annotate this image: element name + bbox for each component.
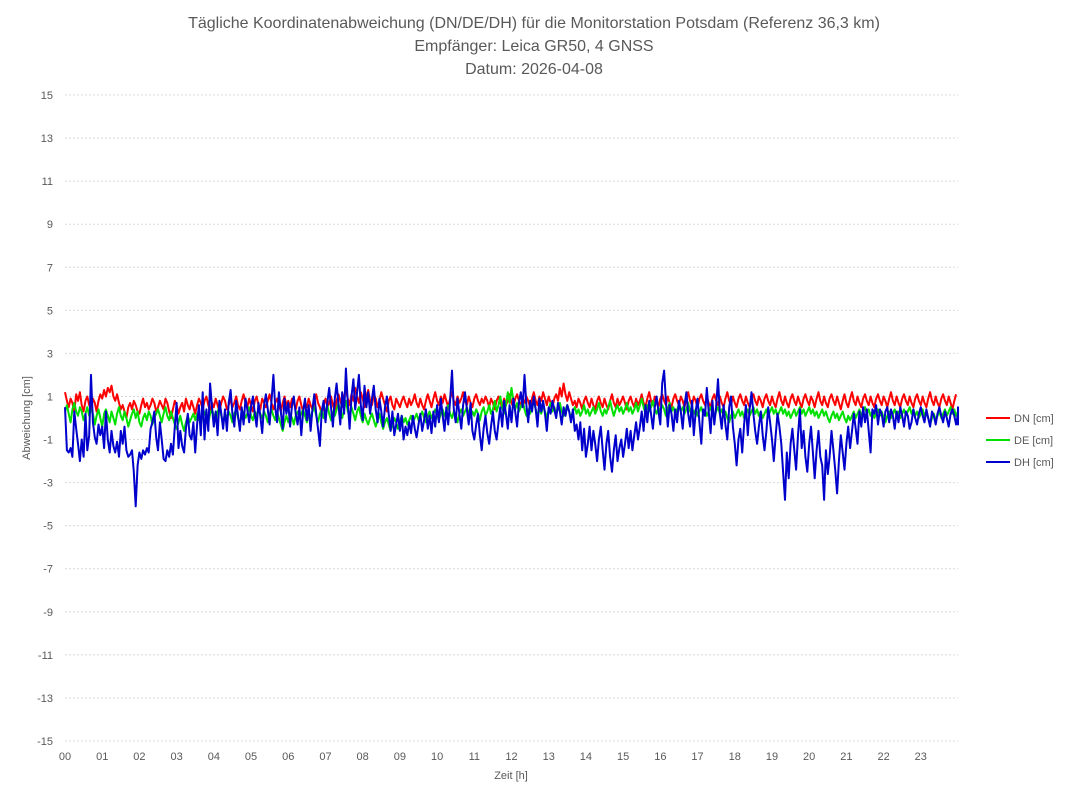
- y-tick-label: 5: [47, 305, 53, 317]
- x-tick-label: 04: [208, 751, 220, 763]
- series-lines: [64, 367, 959, 508]
- x-tick-label: 10: [431, 751, 443, 763]
- chart-title: Tägliche Koordinatenabweichung (DN/DE/DH…: [188, 15, 880, 78]
- x-tick-label: 01: [96, 751, 108, 763]
- legend: DN [cm] DE [cm] DH [cm]: [986, 413, 1054, 469]
- chart-title-line-2: Empfänger: Leica GR50, 4 GNSS: [414, 38, 653, 55]
- y-tick-label: 13: [41, 133, 53, 145]
- chart-title-line-3: Datum: 2026-04-08: [465, 61, 603, 78]
- y-tick-label: 11: [42, 176, 53, 188]
- x-tick-label: 07: [319, 751, 331, 763]
- x-tick-label: 23: [915, 751, 927, 763]
- x-axis-label: Zeit [h]: [494, 770, 528, 782]
- y-tick-label: -9: [43, 607, 53, 619]
- x-tick-label: 18: [729, 751, 741, 763]
- x-axis-ticks: 00 01 02 03 04 05 06 07 08 09 10 11 12 13 14 15 16 17 18 19…: [59, 751, 927, 763]
- x-tick-label: 19: [766, 751, 778, 763]
- y-tick-label: -11: [38, 650, 53, 662]
- y-axis-label: Abweichung [cm]: [21, 376, 33, 460]
- x-tick-label: 13: [543, 751, 555, 763]
- y-axis-ticks: 15 13 11 9 7 5 3 1 -1 -3 -5 -7 -9 -11 -13 -15: [37, 90, 53, 748]
- x-tick-label: 14: [580, 751, 592, 763]
- y-tick-label: 15: [41, 90, 53, 102]
- x-tick-label: 11: [469, 751, 480, 763]
- x-tick-label: 02: [133, 751, 145, 763]
- grid: [65, 94, 958, 742]
- y-tick-label: -13: [37, 693, 53, 705]
- x-tick-label: 16: [654, 751, 666, 763]
- x-tick-label: 22: [877, 751, 889, 763]
- y-tick-label: -3: [43, 478, 53, 490]
- legend-label-de: DE [cm]: [1014, 435, 1053, 447]
- x-tick-label: 15: [617, 751, 629, 763]
- legend-label-dh: DH [cm]: [1014, 457, 1054, 469]
- y-tick-label: 3: [47, 348, 53, 360]
- y-tick-label: 1: [47, 391, 53, 403]
- y-tick-label: -1: [43, 435, 53, 447]
- y-tick-label: 7: [47, 262, 53, 274]
- y-tick-label: 9: [47, 219, 53, 231]
- x-tick-label: 09: [394, 751, 406, 763]
- legend-label-dn: DN [cm]: [1014, 413, 1054, 425]
- x-tick-label: 05: [245, 751, 257, 763]
- x-tick-label: 17: [691, 751, 703, 763]
- x-tick-label: 08: [357, 751, 369, 763]
- x-tick-label: 21: [840, 751, 852, 763]
- y-tick-label: -7: [43, 564, 53, 576]
- x-tick-label: 03: [171, 751, 183, 763]
- y-tick-label: -5: [43, 521, 53, 533]
- x-tick-label: 00: [59, 751, 71, 763]
- chart-title-line-1: Tägliche Koordinatenabweichung (DN/DE/DH…: [188, 15, 880, 32]
- series-line-dh: [64, 367, 959, 508]
- y-tick-label: -15: [37, 736, 53, 748]
- x-tick-label: 20: [803, 751, 815, 763]
- x-tick-label: 12: [505, 751, 517, 763]
- x-tick-label: 06: [282, 751, 294, 763]
